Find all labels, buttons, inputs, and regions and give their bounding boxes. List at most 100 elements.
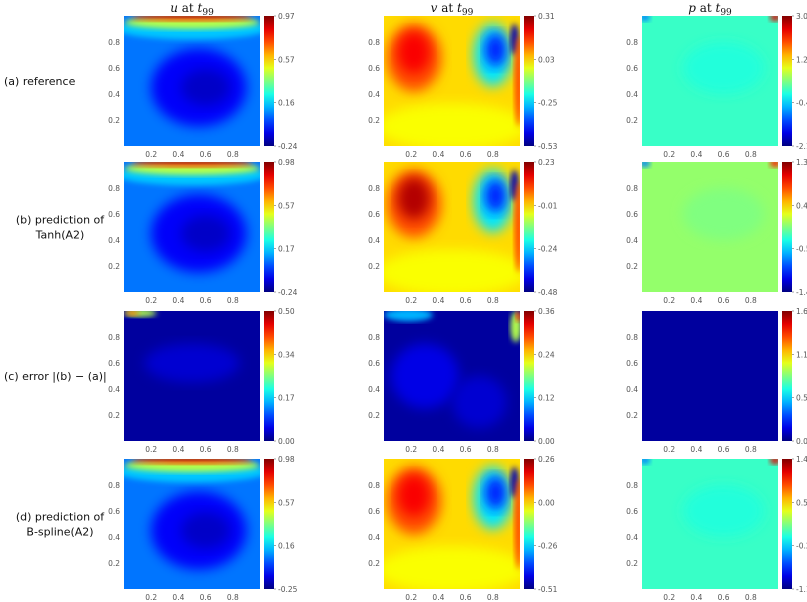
x-tick-label: 0.8 [227,445,239,454]
colorbar-tick-label: 1.28 [796,55,807,64]
y-tick-label: 0.6 [626,64,638,73]
row-label-0-line-0: (a) reference [4,75,76,88]
colorbar-tick-label: 0.26 [538,455,555,464]
y-tick-label: 0.4 [626,533,638,542]
x-tick-label: 0.2 [663,445,675,454]
y-tick-label: 0.6 [368,210,380,219]
x-tick-label: 0.6 [460,445,472,454]
x-tick-label: 0.4 [432,593,444,602]
heatmap-field [124,459,260,589]
heatmap-field [124,311,260,441]
row-label-2-line-0: (c) error |(b) − (a)| [4,370,107,383]
x-tick-label: 0.8 [487,150,499,159]
x-tick-label: 0.2 [663,296,675,305]
x-tick-label: 0.2 [145,445,157,454]
colorbar-tick-label: 0.00 [538,437,555,446]
x-tick-label: 0.2 [405,593,417,602]
colorbar-tick-label: 0.17 [278,394,295,403]
y-tick-label: 0.2 [108,559,120,568]
row-label-1-line-0: (b) prediction of [16,214,105,227]
colorbar-tick-label: 0.36 [538,307,555,316]
colorbar-tick-label: 0.23 [538,158,555,167]
colorbar-tick-label: 3.00 [796,12,807,21]
colorbar-tick-label: -2.16 [796,142,807,151]
colorbar-tick-label: -1.10 [796,585,807,594]
column-title-v: v at t99 [431,1,474,18]
colorbar-tick-label: -0.24 [278,288,298,297]
y-tick-label: 0.8 [626,481,638,490]
x-tick-label: 0.6 [200,150,212,159]
colorbar-tick-label: 0.03 [538,55,555,64]
colorbar-tick-label: -0.25 [278,585,298,594]
colorbar-tick-label: -0.53 [538,142,558,151]
colorbar [782,162,792,292]
x-tick-label: 0.4 [690,296,702,305]
panel-r1-c1: 0.2 0.4 0.6 0.8 0.2 0.4 0.6 0.8 0.23 -0.01 -0.24 -0… [368,158,558,305]
colorbar [524,162,534,292]
colorbar-tick-label: -0.24 [278,142,298,151]
heatmap-field [642,459,778,589]
panel-r1-c2: 0.2 0.4 0.6 0.8 0.2 0.4 0.6 0.8 1.34 0.41 -0.51 -1.… [626,158,807,305]
x-tick-label: 0.8 [487,296,499,305]
colorbar-tick-label: 0.00 [796,437,807,446]
y-tick-label: 0.6 [368,359,380,368]
y-tick-label: 0.6 [108,359,120,368]
colorbar-tick-label: -0.26 [538,542,558,551]
colorbar-tick-label: 0.98 [278,158,295,167]
colorbar-tick-label: 0.57 [278,55,295,64]
y-tick-label: 0.8 [108,481,120,490]
colorbar-tick-label: -0.24 [538,245,558,254]
y-tick-label: 0.8 [368,481,380,490]
colorbar-tick-label: 0.97 [278,12,295,21]
x-tick-label: 0.8 [745,296,757,305]
y-tick-label: 0.6 [108,64,120,73]
heatmap-field [384,459,520,589]
x-tick-label: 0.6 [718,296,730,305]
colorbar-tick-label: 0.50 [278,307,295,316]
panel-r2-c2: 0.2 0.4 0.6 0.8 0.2 0.4 0.6 0.8 1.68 1.12 0.56 0.00 [626,307,807,454]
colorbar-tick-label: 0.24 [538,350,555,359]
x-tick-label: 0.4 [172,445,184,454]
colorbar-tick-label: 0.16 [278,542,295,551]
y-tick-label: 0.4 [368,385,380,394]
y-tick-label: 0.8 [368,38,380,47]
colorbar-tick-label: 0.57 [796,498,807,507]
y-tick-label: 0.8 [368,333,380,342]
colorbar-tick-label: 0.41 [796,201,807,210]
colorbar-tick-label: 0.00 [278,437,295,446]
y-tick-label: 0.2 [108,116,120,125]
y-tick-label: 0.2 [626,116,638,125]
y-tick-label: 0.8 [626,38,638,47]
colorbar-tick-label: 1.68 [796,307,807,316]
x-tick-label: 0.2 [405,296,417,305]
y-tick-label: 0.6 [626,359,638,368]
panel-r3-c0: 0.2 0.4 0.6 0.8 0.2 0.4 0.6 0.8 0.98 0.57 0.16 -0.2… [108,455,298,602]
colorbar-tick-label: -0.25 [538,99,558,108]
colorbar-tick-label: 0.31 [538,12,555,21]
y-tick-label: 0.2 [368,559,380,568]
y-tick-label: 0.4 [626,385,638,394]
y-tick-label: 0.2 [368,262,380,271]
y-tick-label: 0.6 [626,210,638,219]
y-tick-label: 0.2 [626,559,638,568]
x-tick-label: 0.8 [745,445,757,454]
heatmap-field [642,162,778,292]
x-tick-label: 0.4 [690,150,702,159]
panel-r2-c1: 0.2 0.4 0.6 0.8 0.2 0.4 0.6 0.8 0.36 0.24 0.12 0.00 [368,307,555,454]
x-tick-label: 0.8 [227,593,239,602]
colorbar-tick-label: 0.57 [278,498,295,507]
x-tick-label: 0.6 [460,593,472,602]
colorbar [524,16,534,146]
x-tick-label: 0.6 [460,296,472,305]
colorbar-tick-label: -1.44 [796,288,807,297]
y-tick-label: 0.4 [108,236,120,245]
panel-r0-c1: 0.2 0.4 0.6 0.8 0.2 0.4 0.6 0.8 0.31 0.03 -0.25 -0.… [368,12,558,159]
y-tick-label: 0.8 [108,333,120,342]
heatmap-field [384,162,520,292]
panel-r2-c0: 0.2 0.4 0.6 0.8 0.2 0.4 0.6 0.8 0.50 0.34 0.17 0.00 [108,307,295,454]
x-tick-label: 0.4 [432,296,444,305]
y-tick-label: 0.8 [108,38,120,47]
heatmap-field [384,311,520,441]
colorbar-tick-label: 0.98 [278,455,295,464]
x-tick-label: 0.2 [405,150,417,159]
